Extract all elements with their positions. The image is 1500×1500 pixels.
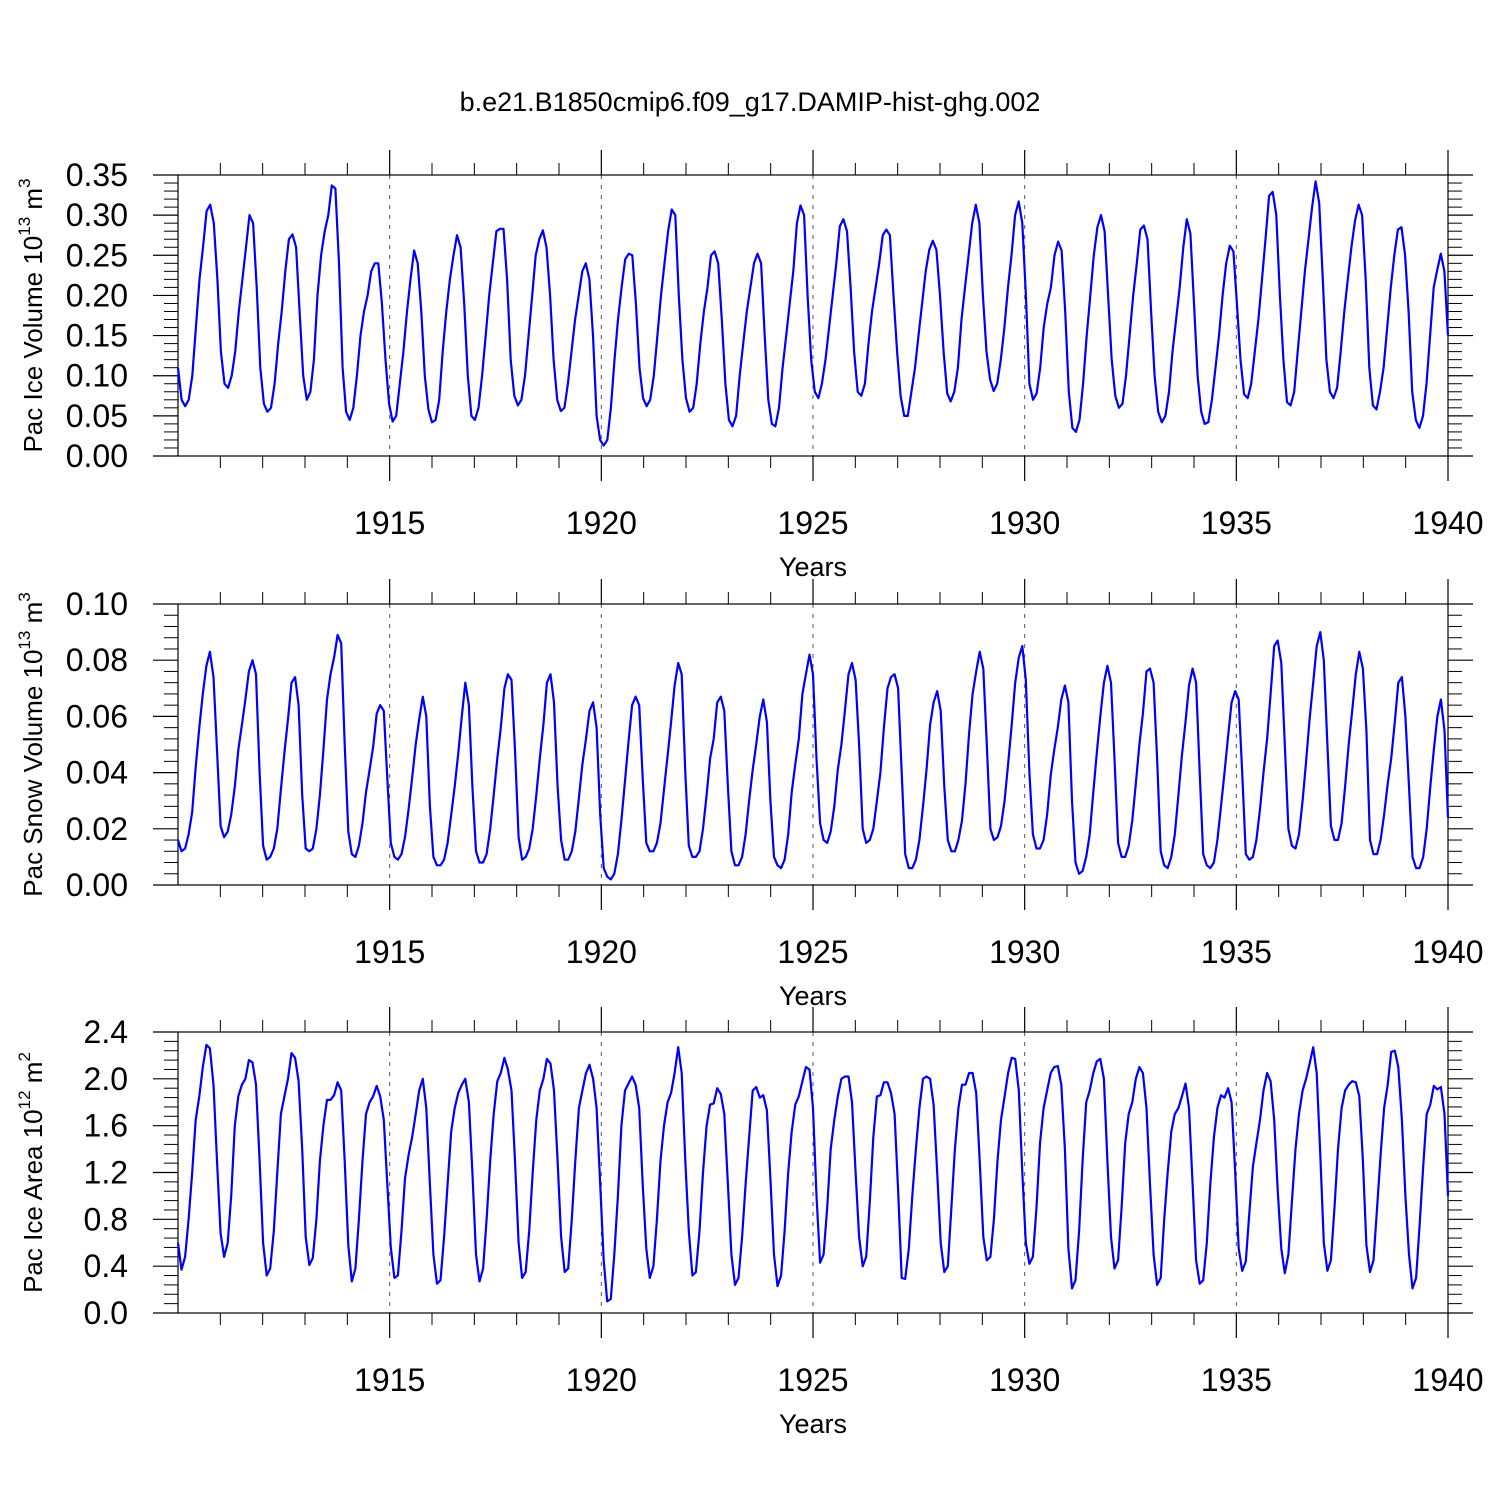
y-tick-label: 0.25 — [66, 237, 128, 273]
x-tick-label: 1930 — [989, 934, 1060, 970]
y-axis-label-unit: m — [18, 188, 48, 217]
x-tick-label: 1940 — [1412, 505, 1483, 541]
y-tick-label: 0.35 — [66, 157, 128, 193]
x-tick-label: 1930 — [989, 1362, 1060, 1398]
x-tick-label: 1920 — [566, 505, 637, 541]
figure-title: b.e21.B1850cmip6.f09_g17.DAMIP-hist-ghg.… — [460, 87, 1041, 117]
y-tick-label: 0.04 — [66, 755, 128, 791]
y-tick-label: 0.20 — [66, 277, 128, 313]
x-axis-label: Years — [779, 981, 847, 1011]
x-tick-label: 1920 — [566, 1362, 637, 1398]
data-series-line — [176, 630, 1450, 881]
y-axis-label-unit-power: 3 — [15, 178, 34, 187]
x-tick-label: 1920 — [566, 934, 637, 970]
y-tick-label: 0.30 — [66, 197, 128, 233]
x-axis-label: Years — [779, 1409, 847, 1439]
y-axis-label-unit-power: 2 — [15, 1052, 34, 1061]
x-tick-label: 1940 — [1412, 1362, 1483, 1398]
x-tick-label: 1915 — [354, 934, 425, 970]
y-tick-label: 2.4 — [84, 1014, 128, 1050]
y-axis-label: Pac Snow Volume 1013 m3 — [15, 592, 48, 896]
y-tick-label: 0.8 — [84, 1201, 128, 1237]
y-axis-label-exponent: 12 — [15, 1090, 34, 1109]
x-tick-label: 1935 — [1201, 1362, 1272, 1398]
data-series-line — [176, 180, 1450, 447]
data-series-line — [176, 1043, 1450, 1303]
x-tick-label: 1915 — [354, 505, 425, 541]
y-tick-label: 1.6 — [84, 1108, 128, 1144]
x-tick-label: 1925 — [777, 505, 848, 541]
y-tick-label: 0.10 — [66, 586, 128, 622]
y-axis-label-unit: m — [18, 1062, 48, 1091]
chart-panel-3: 1915 1920 1925 1930 1935 1940 Years 0.0 0.4 0.8 1.… — [15, 1007, 1484, 1439]
x-tick-label: 1925 — [777, 1362, 848, 1398]
x-tick-label: 1930 — [989, 505, 1060, 541]
y-tick-label: 0.15 — [66, 318, 128, 354]
x-tick-label: 1925 — [777, 934, 848, 970]
y-axis-label-unit: m — [18, 602, 48, 631]
y-tick-label: 1.2 — [84, 1155, 128, 1191]
y-tick-label: 0.0 — [84, 1295, 128, 1331]
y-axis-label-unit-power: 3 — [15, 592, 34, 601]
chart-panel-1: 1915 1920 1925 1930 1935 1940 Years 0.00 0.05 0.1… — [15, 150, 1484, 582]
x-axis-label: Years — [779, 552, 847, 582]
x-tick-label: 1915 — [354, 1362, 425, 1398]
x-tick-label: 1935 — [1201, 934, 1272, 970]
y-axis-label-main: Pac Snow Volume 10 — [18, 650, 48, 897]
y-tick-label: 0.02 — [66, 811, 128, 847]
y-tick-label: 2.0 — [84, 1061, 128, 1097]
y-axis-label: Pac Ice Volume 1013 m3 — [15, 178, 48, 452]
y-axis-label: Pac Ice Area 1012 m2 — [15, 1052, 48, 1293]
chart-panel-2: 1915 1920 1925 1930 1935 1940 Years 0.00 0.02 0.0… — [15, 579, 1484, 1011]
x-tick-label: 1935 — [1201, 505, 1272, 541]
y-tick-label: 0.10 — [66, 358, 128, 394]
panels-group: 1915 1920 1925 1930 1935 1940 Years 0.00 0.05 0.1… — [15, 150, 1484, 1439]
y-tick-label: 0.05 — [66, 398, 128, 434]
y-tick-label: 0.08 — [66, 642, 128, 678]
y-axis-label-main: Pac Ice Area 10 — [18, 1109, 48, 1293]
x-tick-label: 1940 — [1412, 934, 1483, 970]
y-axis-label-main: Pac Ice Volume 10 — [18, 236, 48, 453]
y-tick-label: 0.00 — [66, 438, 128, 474]
y-axis-label-exponent: 13 — [15, 217, 34, 236]
y-tick-label: 0.00 — [66, 867, 128, 903]
y-tick-label: 0.06 — [66, 698, 128, 734]
y-tick-label: 0.4 — [84, 1248, 128, 1284]
y-axis-label-exponent: 13 — [15, 631, 34, 650]
